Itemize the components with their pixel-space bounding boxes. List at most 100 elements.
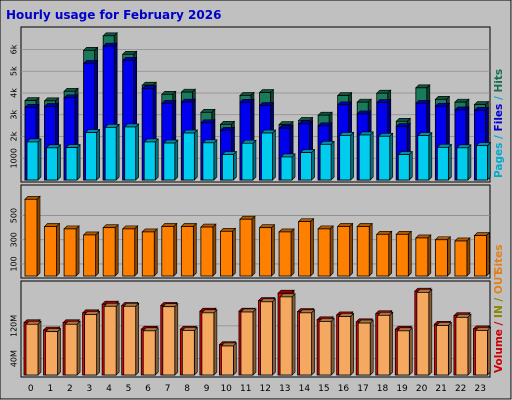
- bar-sites-8: [180, 222, 198, 277]
- bar-pages-11: [241, 139, 257, 181]
- bar-pages-7-side: [174, 139, 179, 181]
- bar-sites-23-side: [486, 231, 490, 277]
- bar-pages-5: [123, 123, 140, 181]
- bar-sites-6-side: [153, 228, 158, 277]
- x-tick-label: 18: [377, 384, 389, 394]
- bar-sites-22: [454, 237, 471, 277]
- bar-sites-5-side: [134, 225, 139, 277]
- bar-pages-16: [338, 131, 355, 181]
- ylabel-part: Hits: [493, 69, 505, 93]
- bar-sites-17: [356, 222, 373, 277]
- ylabel-part: IN: [493, 305, 505, 318]
- ylabel-part: /: [493, 93, 505, 104]
- bar-sites-15-side: [329, 225, 334, 277]
- bar-sites-12: [258, 223, 276, 277]
- bar-pages-2-side: [76, 143, 81, 181]
- bar-pages-22: [456, 144, 472, 181]
- bar-pages-4: [104, 123, 120, 181]
- y-tick-label: 5k: [10, 66, 19, 76]
- bar-pages-0-face: [26, 141, 39, 181]
- bar-pages-14-side: [311, 148, 315, 181]
- bar-pages-14: [299, 148, 316, 181]
- bar-out-13-side: [291, 293, 296, 376]
- bar-sites-2: [63, 225, 80, 277]
- bar-sites-3-face: [83, 234, 97, 277]
- panel-1-ylabel: Pages / Files / Hits: [493, 69, 505, 178]
- bar-out-14: [298, 309, 316, 376]
- bar-sites-11: [239, 215, 256, 277]
- bar-pages-20-side: [428, 131, 433, 181]
- bar-sites-5: [121, 225, 139, 277]
- x-tick-label: 5: [126, 384, 132, 394]
- bar-pages-16-face: [339, 135, 352, 181]
- bar-sites-19-face: [395, 233, 409, 277]
- bar-sites-6: [141, 228, 158, 277]
- bar-out-23-side: [487, 326, 491, 376]
- bar-out-9-face: [201, 312, 215, 376]
- panel-3-ylabel: Volume / IN / OUT: [493, 269, 505, 373]
- bar-out-4-face: [103, 305, 117, 376]
- bar-sites-21-face: [434, 239, 448, 277]
- bar-sites-10-face: [220, 230, 233, 277]
- x-tick-label: 2: [67, 384, 73, 394]
- bar-pages-11-face: [241, 142, 254, 181]
- panel-2-frame: [20, 184, 491, 279]
- bar-out-10-side: [233, 342, 237, 376]
- bar-out-7-face: [162, 306, 176, 376]
- bar-pages-3-face: [85, 132, 98, 181]
- bar-pages-4-face: [104, 126, 117, 181]
- bar-pages-12-face: [261, 132, 273, 181]
- bar-pages-17-face: [358, 134, 371, 181]
- x-tick-label: 3: [87, 384, 93, 394]
- bar-out-3-face: [84, 314, 98, 376]
- bar-sites-18: [376, 230, 393, 277]
- x-tick-label: 17: [357, 384, 368, 394]
- bar-sites-8-face: [180, 226, 194, 277]
- bar-pages-5-face: [124, 126, 137, 181]
- bar-pages-10-face: [222, 154, 234, 181]
- bar-out-3-side: [96, 310, 100, 376]
- bar-sites-21: [434, 236, 452, 277]
- bar-out-13: [279, 293, 296, 376]
- bar-out-22: [455, 313, 472, 376]
- x-tick-label: 1: [47, 384, 53, 394]
- bar-sites-14: [297, 217, 315, 277]
- bar-pages-19-side: [408, 150, 413, 181]
- bar-pages-15: [319, 140, 335, 181]
- bar-out-17-face: [357, 322, 371, 376]
- bar-out-8-face: [181, 330, 195, 376]
- bar-pages-19: [397, 150, 414, 181]
- x-tick-label: 6: [145, 384, 151, 394]
- bar-out-8-side: [194, 326, 198, 376]
- bar-out-17-side: [369, 319, 374, 376]
- bar-pages-23-side: [487, 141, 491, 181]
- bar-sites-7-face: [161, 226, 175, 277]
- bar-sites-20-face: [415, 237, 429, 277]
- bar-pages-20-face: [417, 135, 430, 181]
- bar-sites-0-side: [36, 195, 41, 277]
- bar-sites-7-side: [173, 222, 178, 277]
- x-tick-label: 23: [475, 384, 486, 394]
- x-tick-label: 9: [204, 384, 210, 394]
- bar-out-23: [474, 326, 492, 376]
- panel-3: 40M 120M Volume / IN / OUT: [10, 269, 505, 378]
- bar-out-20-face: [416, 291, 430, 376]
- bar-sites-16-face: [337, 226, 351, 277]
- bar-pages-8-side: [194, 129, 198, 181]
- x-tick-label: 10: [220, 384, 232, 394]
- bar-pages-3: [84, 128, 101, 181]
- bar-pages-11-side: [252, 139, 257, 181]
- bar-sites-1-side: [56, 222, 60, 277]
- bar-out-12-side: [272, 298, 276, 376]
- bar-out-4: [103, 302, 120, 376]
- bar-out-12-face: [260, 301, 273, 376]
- bar-pages-18-face: [378, 135, 391, 181]
- bar-out-16: [337, 312, 355, 376]
- bar-sites-3-side: [95, 231, 99, 277]
- bar-sites-13-side: [290, 228, 295, 277]
- bar-sites-18-side: [388, 230, 393, 277]
- bar-sites-18-face: [376, 233, 390, 277]
- bar-sites-8-side: [193, 222, 197, 277]
- bar-out-11: [240, 308, 257, 376]
